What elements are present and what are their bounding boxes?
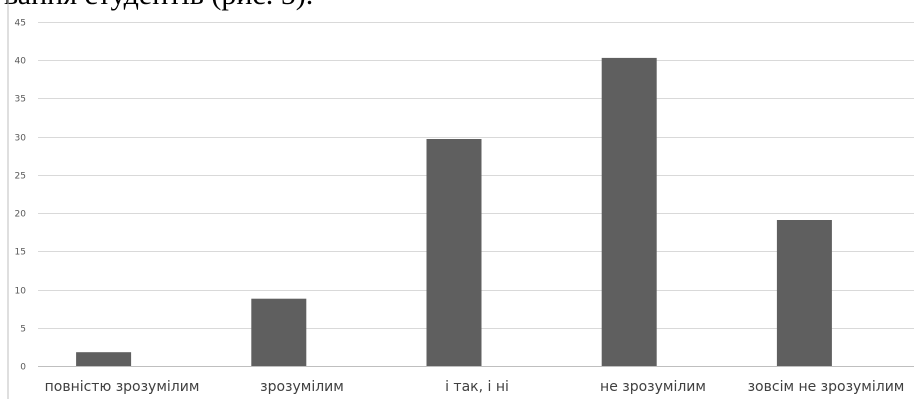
x-category-label: зрозумілим <box>260 379 344 395</box>
y-tick-label: 40 <box>15 57 27 67</box>
y-tick-label: 0 <box>20 363 26 373</box>
x-category-label: не зрозумілим <box>600 379 706 395</box>
y-tick-label: 5 <box>20 325 26 335</box>
y-tick-label: 45 <box>15 19 26 29</box>
bar <box>251 298 307 366</box>
y-tick-label: 30 <box>15 134 27 144</box>
x-category-label: і так, і ні <box>445 379 509 395</box>
x-category-label: повністю зрозумілим <box>45 379 200 395</box>
x-category-label: зовсім не зрозумілим <box>748 379 905 395</box>
y-tick-label: 35 <box>15 95 26 105</box>
bar <box>76 352 132 366</box>
bar <box>426 139 482 366</box>
y-tick-label: 25 <box>15 172 26 182</box>
document-caption-fragment: вання студентів (рис. 5). <box>4 0 313 10</box>
y-tick-label: 15 <box>15 248 26 258</box>
y-tick-label: 10 <box>15 287 27 297</box>
bar <box>601 57 657 367</box>
y-tick-label: 20 <box>15 210 27 220</box>
bar <box>776 220 832 366</box>
